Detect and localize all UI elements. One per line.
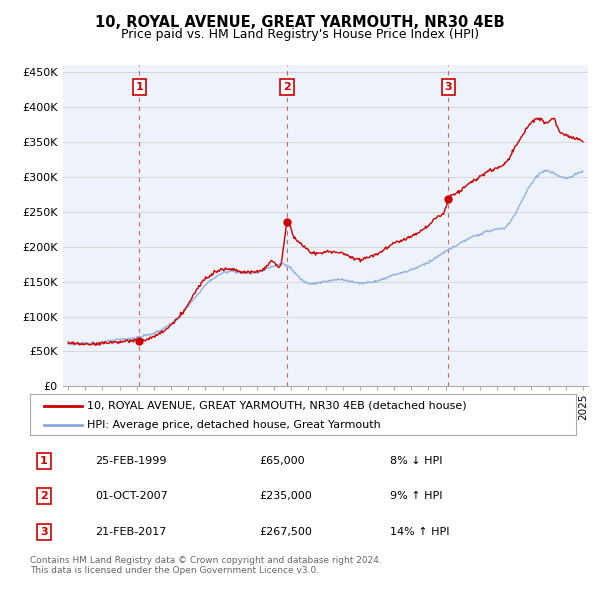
Text: 1: 1 [40,455,47,466]
Text: Contains HM Land Registry data © Crown copyright and database right 2024.: Contains HM Land Registry data © Crown c… [30,556,382,565]
Text: 10, ROYAL AVENUE, GREAT YARMOUTH, NR30 4EB (detached house): 10, ROYAL AVENUE, GREAT YARMOUTH, NR30 4… [88,401,467,411]
Text: HPI: Average price, detached house, Great Yarmouth: HPI: Average price, detached house, Grea… [88,420,381,430]
Text: 2: 2 [283,82,291,92]
Text: £235,000: £235,000 [259,491,312,501]
Text: 3: 3 [445,82,452,92]
Text: 10, ROYAL AVENUE, GREAT YARMOUTH, NR30 4EB: 10, ROYAL AVENUE, GREAT YARMOUTH, NR30 4… [95,15,505,30]
Text: 01-OCT-2007: 01-OCT-2007 [95,491,168,501]
Text: 1: 1 [136,82,143,92]
Text: £267,500: £267,500 [259,527,312,537]
Text: 9% ↑ HPI: 9% ↑ HPI [391,491,443,501]
Text: 14% ↑ HPI: 14% ↑ HPI [391,527,450,537]
Text: This data is licensed under the Open Government Licence v3.0.: This data is licensed under the Open Gov… [30,566,319,575]
Text: 3: 3 [40,527,47,537]
Text: £65,000: £65,000 [259,455,305,466]
Text: 2: 2 [40,491,47,501]
Text: 8% ↓ HPI: 8% ↓ HPI [391,455,443,466]
Text: 21-FEB-2017: 21-FEB-2017 [95,527,167,537]
Text: 25-FEB-1999: 25-FEB-1999 [95,455,167,466]
Text: Price paid vs. HM Land Registry's House Price Index (HPI): Price paid vs. HM Land Registry's House … [121,28,479,41]
